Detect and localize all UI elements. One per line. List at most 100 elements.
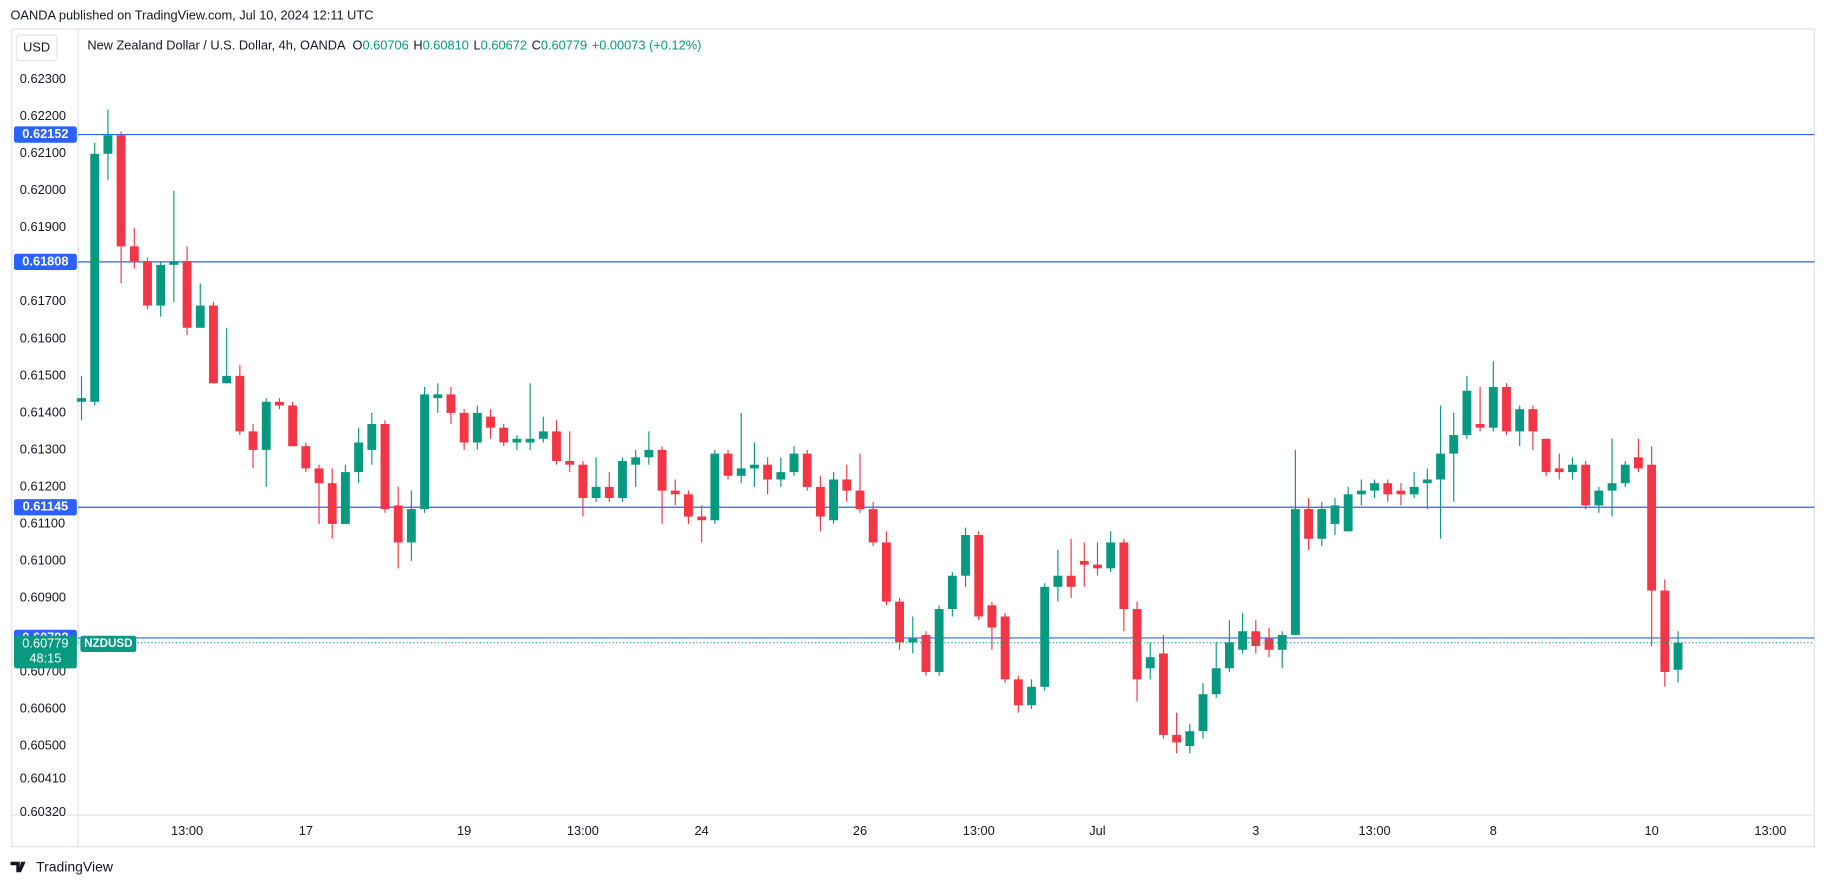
y-tick-label: 0.60320	[20, 804, 66, 819]
currency[interactable]: USD	[23, 40, 50, 55]
candle-body	[974, 535, 984, 617]
candle-body	[1079, 560, 1089, 565]
candle-body	[1330, 505, 1340, 524]
candle-body	[367, 423, 377, 450]
candle-body	[406, 509, 416, 543]
y-tick-label: 0.60900	[20, 589, 66, 604]
candle-body	[578, 464, 588, 499]
candle-body	[182, 261, 192, 328]
candle-body	[697, 516, 707, 521]
y-tick-label: 0.61600	[20, 330, 66, 345]
candle-body	[248, 431, 258, 450]
candle-body	[815, 486, 825, 517]
candle-body	[538, 431, 548, 439]
candle-body	[1317, 509, 1327, 539]
candle-body	[604, 486, 614, 499]
candle-body	[1449, 435, 1459, 454]
candle-body	[802, 453, 812, 487]
x-tick-label: 13:00	[1359, 823, 1391, 838]
candle-body	[552, 431, 561, 462]
candle-body	[1383, 483, 1393, 495]
candle-body	[1502, 386, 1511, 432]
x-tick-label: 13:00	[171, 823, 203, 838]
candle-body	[499, 427, 509, 443]
header: New Zealand Dollar / U.S. Dollar, 4h, OA…	[87, 38, 701, 53]
y-tick-label: 0.60500	[20, 737, 66, 752]
quote-value: 0.60706	[362, 38, 408, 53]
x-tick-label: 13:00	[567, 823, 599, 838]
candle-body	[327, 483, 337, 524]
currency-button[interactable]	[15, 34, 58, 62]
y-tick-label: 0.62100	[20, 145, 66, 160]
candle-body	[1422, 479, 1432, 484]
candle-body	[736, 468, 746, 476]
candle-body	[420, 394, 429, 510]
candle-body	[763, 464, 773, 480]
candle-body	[710, 453, 720, 521]
y-tick-label: 0.61300	[20, 441, 66, 456]
quote-value: 0.60779	[541, 38, 587, 53]
candle-body	[1515, 409, 1525, 432]
symbol-tag-box	[80, 635, 137, 653]
candle-body	[261, 401, 271, 450]
candle-body	[1198, 694, 1208, 732]
level-label: 0.61145	[23, 499, 69, 514]
y-tick-label: 0.62000	[20, 182, 66, 197]
countdown: 48:15	[29, 650, 61, 665]
candle-body	[591, 486, 601, 499]
frame	[11, 28, 1815, 848]
x-tick-label: 10	[1645, 823, 1659, 838]
candle-body	[1013, 679, 1023, 706]
candle-body	[684, 494, 693, 517]
candle-body	[1370, 483, 1379, 491]
candle-body	[1053, 575, 1063, 587]
candle-body	[301, 446, 311, 469]
candle-body	[1119, 542, 1129, 610]
candle-body	[829, 479, 839, 521]
candle-body	[921, 634, 931, 672]
last-price-box	[13, 635, 77, 669]
candle-body	[1290, 509, 1300, 635]
y-tick-label: 0.61000	[20, 552, 66, 567]
candle-body	[1066, 575, 1076, 587]
candle-body	[1607, 483, 1617, 491]
quote-key: C	[532, 38, 541, 53]
y-tick-label: 0.61200	[20, 478, 66, 493]
plot: 0.62300 0.62200 0.62100 0.62000 0.61900 0.617…	[13, 71, 1815, 838]
candle-body	[393, 505, 403, 543]
candle-body	[314, 468, 324, 484]
candle-body	[670, 490, 680, 495]
chart-title: New Zealand Dollar / U.S. Dollar, 4h, OA…	[87, 38, 346, 53]
candle-body	[235, 375, 245, 432]
candle-body	[275, 401, 284, 406]
candle-body	[1343, 494, 1353, 532]
candle-body	[1000, 616, 1010, 680]
candle-body	[433, 394, 443, 399]
brand-logo	[10, 861, 26, 873]
x-tick-label: 17	[299, 823, 313, 838]
candle-body	[459, 412, 469, 443]
x-tick-label: Jul	[1089, 823, 1105, 838]
y-tick-label: 0.62200	[20, 108, 66, 123]
candle-body	[961, 535, 970, 576]
x-tick-label: 13:00	[963, 823, 995, 838]
candle-body	[1145, 657, 1155, 669]
source-note: OANDA published on TradingView.com, Jul …	[10, 8, 373, 23]
y-tick-label: 0.60600	[20, 700, 66, 715]
candle-body	[90, 153, 100, 402]
candle-body	[512, 438, 522, 443]
candle-body	[868, 509, 878, 543]
quote-key: O	[352, 38, 362, 53]
x-tick-label: 8	[1490, 823, 1497, 838]
candle-body	[103, 135, 113, 154]
y-tick-label: 0.61500	[20, 367, 66, 382]
candle-body	[1396, 490, 1406, 495]
x-tick-label: 26	[853, 823, 867, 838]
candle-body	[116, 135, 126, 247]
candle-body	[1172, 734, 1182, 743]
candle-body	[1251, 631, 1261, 647]
candle-body	[644, 449, 654, 458]
candle-body	[77, 398, 86, 402]
candle-body	[947, 575, 957, 610]
